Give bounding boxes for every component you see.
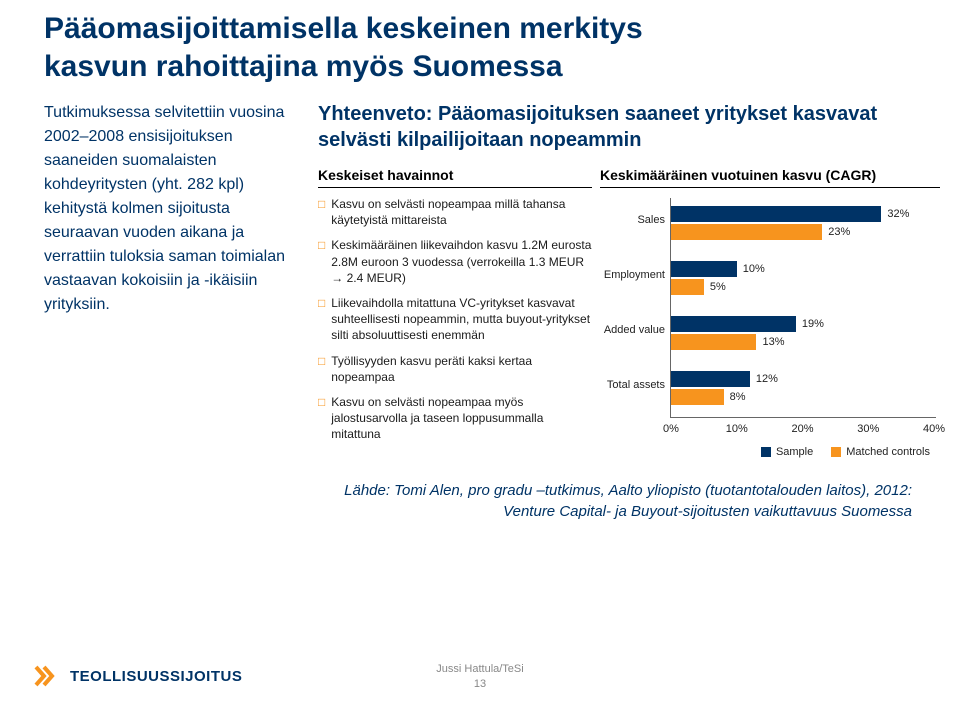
- page-meta: Jussi Hattula/TeSi 13: [436, 662, 523, 691]
- chart-bar: [671, 261, 737, 277]
- finding-item: □Keskimääräinen liikevaihdon kasvu 1.2M …: [318, 237, 592, 286]
- finding-text: Kasvu on selvästi nopeampaa myös jalostu…: [331, 394, 592, 443]
- chart-bar-label: 13%: [758, 334, 784, 350]
- footer-logo: TEOLLISUUSSIJOITUS: [34, 663, 242, 689]
- title-line2: kasvun rahoittajina myös Suomessa: [44, 50, 563, 83]
- study-description: Tutkimuksessa selvitettiin vuosina 2002–…: [44, 101, 306, 317]
- chevrons-icon: [34, 663, 60, 689]
- bullet-icon: □: [318, 196, 325, 228]
- chart-column: Keskimääräinen vuotuinen kasvu (CAGR) Sa…: [600, 167, 940, 476]
- finding-text: Kasvu on selvästi nopeampaa millä tahans…: [331, 196, 592, 228]
- legend-matched: Matched controls: [831, 446, 930, 458]
- page-title: Pääomasijoittamisella keskeinen merkitys…: [0, 0, 960, 101]
- chart-category-label: Sales: [601, 214, 665, 226]
- cagr-bar-chart: Sales 32% 23% Employment 10% 5% Added value 19%…: [600, 196, 940, 476]
- bullet-icon: □: [318, 237, 325, 286]
- findings-header: Keskeiset havainnot: [318, 167, 592, 188]
- finding-text: Työllisyyden kasvu peräti kaksi kertaa n…: [331, 353, 592, 385]
- left-column: Tutkimuksessa selvitettiin vuosina 2002–…: [44, 101, 306, 522]
- chart-category-label: Employment: [601, 269, 665, 281]
- logo-text: TEOLLISUUSSIJOITUS: [70, 668, 242, 685]
- chart-bar: [671, 206, 881, 222]
- finding-text: Keskimääräinen liikevaihdon kasvu 1.2M e…: [331, 237, 592, 286]
- finding-text: Liikevaihdolla mitattuna VC-yritykset ka…: [331, 295, 592, 344]
- chart-bar-label: 19%: [798, 316, 824, 332]
- chart-bar-label: 23%: [824, 224, 850, 240]
- finding-item: □Liikevaihdolla mitattuna VC-yritykset k…: [318, 295, 592, 344]
- bullet-icon: □: [318, 353, 325, 385]
- chart-legend: Sample Matched controls: [761, 446, 930, 458]
- findings-chart-row: Keskeiset havainnot □Kasvu on selvästi n…: [318, 167, 940, 476]
- summary-subtitle: Yhteenveto: Pääomasijoituksen saaneet yr…: [318, 101, 940, 153]
- chart-x-tick: 0%: [663, 423, 679, 435]
- chart-bar: [671, 316, 796, 332]
- content-row: Tutkimuksessa selvitettiin vuosina 2002–…: [0, 101, 960, 522]
- chart-category-label: Total assets: [601, 379, 665, 391]
- chart-header: Keskimääräinen vuotuinen kasvu (CAGR): [600, 167, 940, 188]
- bullet-icon: □: [318, 394, 325, 443]
- findings-column: Keskeiset havainnot □Kasvu on selvästi n…: [318, 167, 592, 476]
- chart-bar: [671, 224, 822, 240]
- finding-item: □Työllisyyden kasvu peräti kaksi kertaa …: [318, 353, 592, 385]
- chart-x-tick: 10%: [726, 423, 748, 435]
- source-citation: Lähde: Tomi Alen, pro gradu –tutkimus, A…: [318, 476, 940, 522]
- right-column: Yhteenveto: Pääomasijoituksen saaneet yr…: [318, 101, 940, 522]
- finding-item: □Kasvu on selvästi nopeampaa millä tahan…: [318, 196, 592, 228]
- chart-x-tick: 40%: [923, 423, 945, 435]
- chart-bar: [671, 279, 704, 295]
- chart-category-label: Added value: [601, 324, 665, 336]
- chart-bar: [671, 371, 750, 387]
- chart-bar-label: 12%: [752, 371, 778, 387]
- finding-item: □Kasvu on selvästi nopeampaa myös jalost…: [318, 394, 592, 443]
- chart-bar-label: 32%: [883, 206, 909, 222]
- findings-list: □Kasvu on selvästi nopeampaa millä tahan…: [318, 196, 592, 442]
- title-line1: Pääomasijoittamisella keskeinen merkitys: [44, 12, 643, 45]
- chart-bar-label: 10%: [739, 261, 765, 277]
- bullet-icon: □: [318, 295, 325, 344]
- chart-x-tick: 20%: [791, 423, 813, 435]
- chart-bar-label: 5%: [706, 279, 726, 295]
- legend-sample: Sample: [761, 446, 813, 458]
- chart-bar: [671, 389, 724, 405]
- chart-bar-label: 8%: [726, 389, 746, 405]
- chart-bar: [671, 334, 756, 350]
- chart-x-tick: 30%: [857, 423, 879, 435]
